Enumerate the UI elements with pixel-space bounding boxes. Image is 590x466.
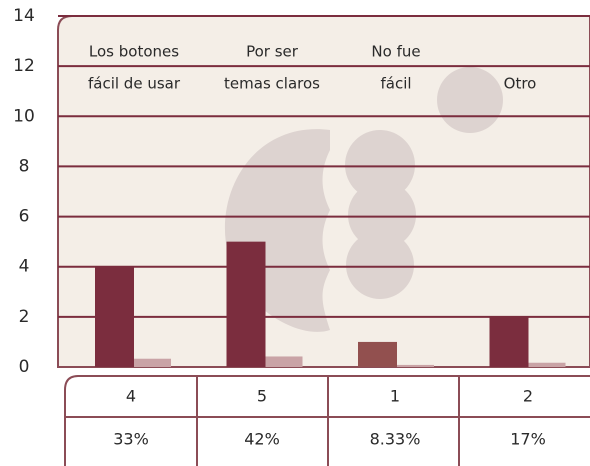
y-tick-label: 4 (19, 257, 30, 277)
table-cell: 2 (523, 387, 533, 406)
bar (528, 362, 566, 367)
category-label: Por ser (246, 43, 299, 61)
table-cell: 5 (257, 387, 267, 406)
bar (134, 358, 171, 367)
category-label: fácil (380, 75, 411, 93)
bar (226, 241, 266, 367)
category-label: fácil de usar (88, 75, 181, 93)
y-tick-label: 14 (13, 6, 35, 26)
bar (489, 316, 529, 367)
table-cell: 1 (390, 387, 400, 406)
y-tick-label: 0 (19, 357, 30, 377)
y-tick-label: 2 (19, 307, 30, 327)
y-tick-label: 10 (13, 106, 35, 126)
table-cell: 17% (510, 430, 546, 449)
category-label: temas claros (224, 75, 320, 93)
category-label: Los botones (89, 43, 179, 61)
bar (265, 356, 303, 367)
y-tick-label: 8 (19, 156, 30, 176)
table-cell: 42% (244, 430, 280, 449)
category-label: No fue (371, 43, 420, 61)
table-cell: 8.33% (370, 430, 421, 449)
table-grid (65, 376, 590, 466)
bar (95, 266, 134, 367)
category-label: Otro (504, 75, 537, 93)
bar (397, 364, 434, 367)
table-cell: 33% (113, 430, 149, 449)
y-tick-label: 6 (19, 207, 30, 227)
y-tick-label: 12 (13, 56, 35, 76)
bar (358, 341, 397, 367)
table-cell: 4 (126, 387, 136, 406)
